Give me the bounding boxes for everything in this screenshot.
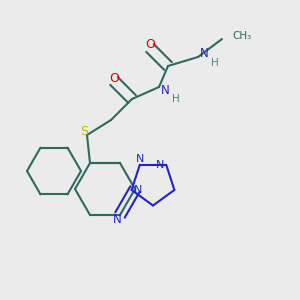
Text: H: H <box>172 94 179 104</box>
Text: N: N <box>136 154 144 164</box>
Text: O: O <box>109 71 119 85</box>
Text: H: H <box>211 58 218 68</box>
Text: O: O <box>145 38 155 52</box>
Text: N: N <box>160 83 169 97</box>
Text: N: N <box>134 185 142 195</box>
Text: S: S <box>80 125 88 139</box>
Text: CH₃: CH₃ <box>232 31 252 41</box>
Text: N: N <box>112 213 122 226</box>
Text: N: N <box>156 160 164 170</box>
Text: N: N <box>200 47 208 61</box>
